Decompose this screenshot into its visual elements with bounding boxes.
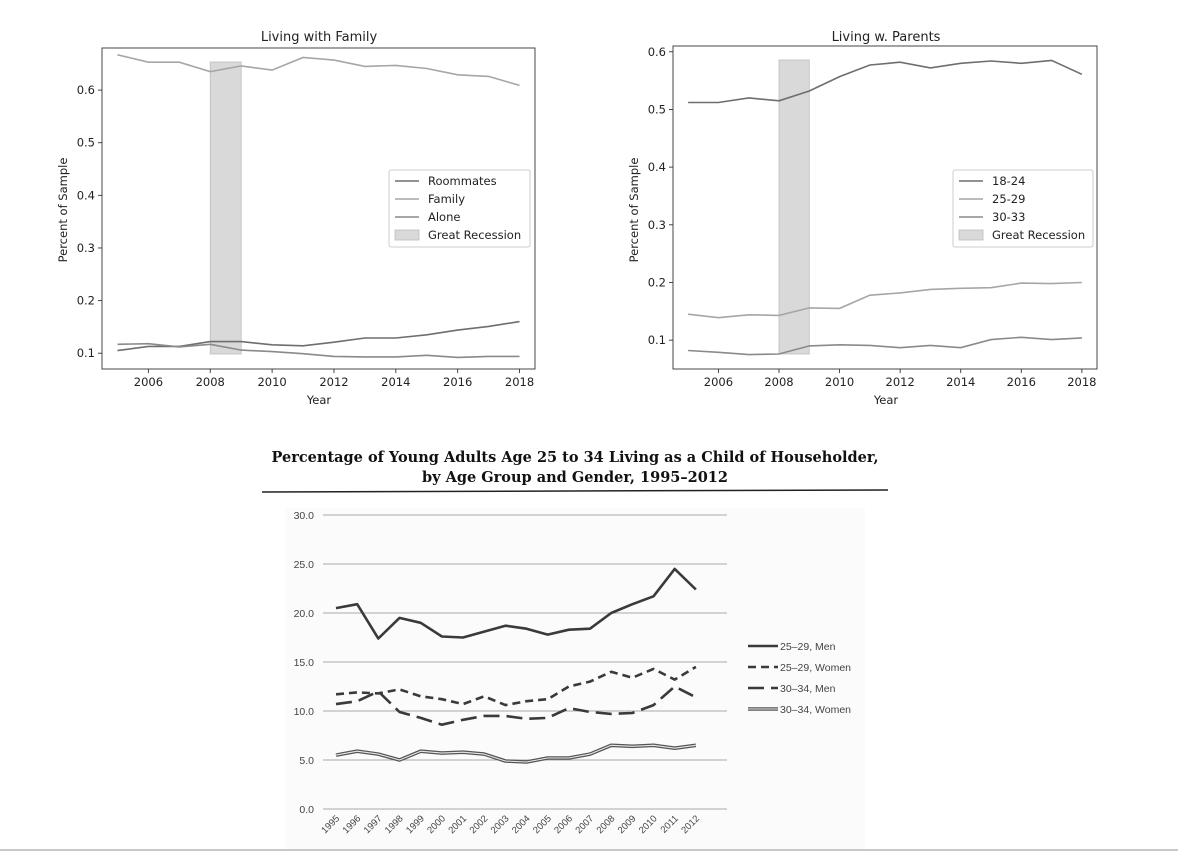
series-line-1 bbox=[335, 567, 697, 640]
x-tick-label: 2008 bbox=[196, 375, 225, 389]
chart-title: Living with Family bbox=[261, 30, 378, 45]
chart-title: Living w. Parents bbox=[832, 30, 941, 45]
x-tick-label: 2012 bbox=[319, 375, 348, 389]
y-tick-label: 0.6 bbox=[77, 83, 95, 97]
chart-living-with-parents: Living w. Parents Year Percent of Sample… bbox=[627, 30, 1098, 407]
legend-label: 30-33 bbox=[992, 210, 1025, 224]
x-tick-label: 2010 bbox=[257, 375, 286, 389]
legend-label: Alone bbox=[428, 210, 460, 224]
page-bottom-rule bbox=[0, 849, 1178, 851]
y-tick-label: 0.1 bbox=[648, 333, 666, 347]
chart-title: Percentage of Young Adults Age 25 to 34 … bbox=[271, 449, 878, 466]
y-tick-label: 0.0 bbox=[299, 804, 314, 816]
y-tick-label: 20.0 bbox=[294, 608, 315, 620]
legend-label: 30–34, Men bbox=[780, 683, 836, 695]
series-line-3 bbox=[688, 336, 1082, 356]
x-tick-label: 2016 bbox=[443, 375, 472, 389]
y-tick-label: 0.1 bbox=[77, 346, 95, 360]
legend-label: 18-24 bbox=[992, 174, 1025, 188]
chart-young-adults-child-of-householder: Percentage of Young Adults Age 25 to 34 … bbox=[261, 449, 889, 849]
y-tick-label: 0.3 bbox=[648, 218, 666, 232]
x-tick-label: 2012 bbox=[886, 375, 915, 389]
series-line-3 bbox=[117, 342, 520, 359]
series-line-inner bbox=[335, 744, 696, 763]
series-line-1 bbox=[117, 320, 520, 352]
legend-label: Great Recession bbox=[992, 228, 1085, 242]
series-line-1 bbox=[688, 59, 1083, 104]
series-line-2 bbox=[335, 665, 697, 707]
x-tick-label: 2018 bbox=[505, 375, 534, 389]
y-tick-label: 0.2 bbox=[77, 294, 95, 308]
y-tick-label: 15.0 bbox=[294, 657, 315, 669]
x-axis-label: Year bbox=[306, 393, 332, 407]
plot-frame bbox=[101, 47, 536, 370]
title-rule bbox=[261, 489, 889, 493]
x-tick-label: 2010 bbox=[825, 375, 854, 389]
legend-swatch bbox=[958, 229, 984, 241]
y-tick-label: 25.0 bbox=[294, 559, 315, 571]
y-axis-label: Percent of Sample bbox=[56, 158, 70, 263]
scan-background bbox=[285, 508, 865, 849]
legend-label: 25–29, Men bbox=[780, 641, 836, 653]
y-tick-label: 10.0 bbox=[294, 706, 315, 718]
series-line-2 bbox=[117, 54, 520, 87]
y-tick-label: 0.3 bbox=[77, 241, 95, 255]
legend-box bbox=[388, 169, 531, 248]
legend-swatch bbox=[394, 229, 420, 241]
chart-subtitle: by Age Group and Gender, 1995–2012 bbox=[422, 469, 728, 486]
legend-label: 30–34, Women bbox=[780, 704, 851, 716]
legend-label: Roommates bbox=[428, 174, 497, 188]
x-tick-label: 2006 bbox=[134, 375, 163, 389]
x-tick-label: 2006 bbox=[704, 375, 733, 389]
series-line-3 bbox=[335, 685, 697, 727]
y-tick-label: 0.5 bbox=[648, 102, 666, 116]
y-axis-label: Percent of Sample bbox=[627, 158, 641, 263]
legend-label: Family bbox=[428, 192, 465, 206]
y-tick-label: 0.6 bbox=[648, 45, 666, 59]
x-axis-label: Year bbox=[873, 393, 899, 407]
y-tick-label: 0.5 bbox=[77, 136, 95, 150]
x-tick-label: 2014 bbox=[381, 375, 410, 389]
y-tick-label: 5.0 bbox=[299, 755, 314, 767]
legend-label: 25–29, Women bbox=[780, 662, 851, 674]
x-tick-label: 2016 bbox=[1007, 375, 1036, 389]
series-line-2 bbox=[688, 281, 1082, 319]
recession-band bbox=[209, 61, 242, 355]
legend-label: Great Recession bbox=[428, 228, 521, 242]
legend-box bbox=[952, 169, 1094, 248]
legend-label: 25-29 bbox=[992, 192, 1025, 206]
chart-living-with-family: Living with Family Year Percent of Sampl… bbox=[56, 30, 536, 407]
recession-band bbox=[778, 59, 810, 355]
y-tick-label: 0.2 bbox=[648, 275, 666, 289]
x-tick-label: 2018 bbox=[1067, 375, 1096, 389]
y-tick-label: 0.4 bbox=[648, 160, 666, 174]
plot-frame bbox=[672, 45, 1098, 370]
y-tick-label: 30.0 bbox=[294, 510, 315, 522]
x-tick-label: 2008 bbox=[764, 375, 793, 389]
x-tick-label: 2014 bbox=[946, 375, 975, 389]
y-tick-label: 0.4 bbox=[77, 188, 95, 202]
